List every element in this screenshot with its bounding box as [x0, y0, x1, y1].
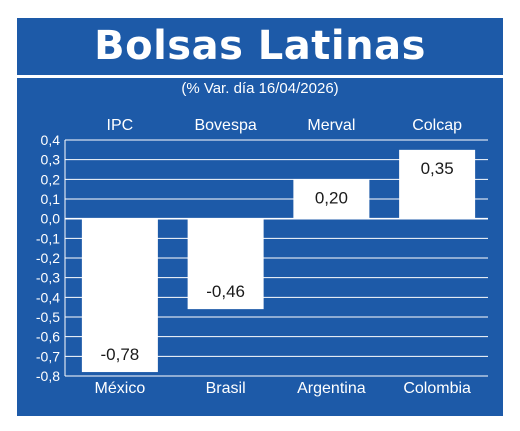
bar-brasil [187, 218, 264, 310]
index-label: IPC [107, 117, 134, 134]
y-tick-label: 0,2 [41, 171, 61, 187]
y-tick-label: -0,1 [36, 230, 60, 246]
chart-subtitle: (% Var. día 16/04/2026) [181, 80, 339, 97]
category-label: México [95, 380, 146, 397]
index-label: Colcap [412, 117, 462, 134]
chart-title: Bolsas Latinas [94, 23, 426, 69]
category-label: Brasil [206, 380, 246, 397]
y-tick-label: -0,2 [36, 250, 60, 266]
bar-argentina [293, 179, 370, 219]
category-label: Argentina [297, 380, 366, 397]
data-label: -0,78 [101, 345, 140, 364]
title-divider [17, 75, 503, 78]
y-tick-label: 0,4 [41, 132, 61, 148]
category-label: Colombia [403, 380, 471, 397]
bar-méxico [81, 218, 158, 373]
bar-colombia [399, 149, 476, 219]
y-tick-label: -0,3 [36, 270, 60, 286]
index-label: Bovespa [194, 117, 256, 134]
data-label: -0,46 [206, 282, 245, 301]
y-tick-label: -0,4 [36, 289, 60, 305]
data-label: 0,35 [421, 159, 454, 178]
index-label: Merval [307, 117, 355, 134]
y-tick-label: -0,6 [36, 329, 60, 345]
data-label: 0,20 [315, 188, 348, 207]
y-tick-label: 0,0 [41, 211, 61, 227]
y-tick-label: 0,3 [41, 152, 61, 168]
y-tick-label: 0,1 [41, 191, 61, 207]
y-tick-label: -0,5 [36, 309, 60, 325]
y-tick-label: -0,8 [36, 368, 60, 384]
y-tick-label: -0,7 [36, 348, 60, 364]
